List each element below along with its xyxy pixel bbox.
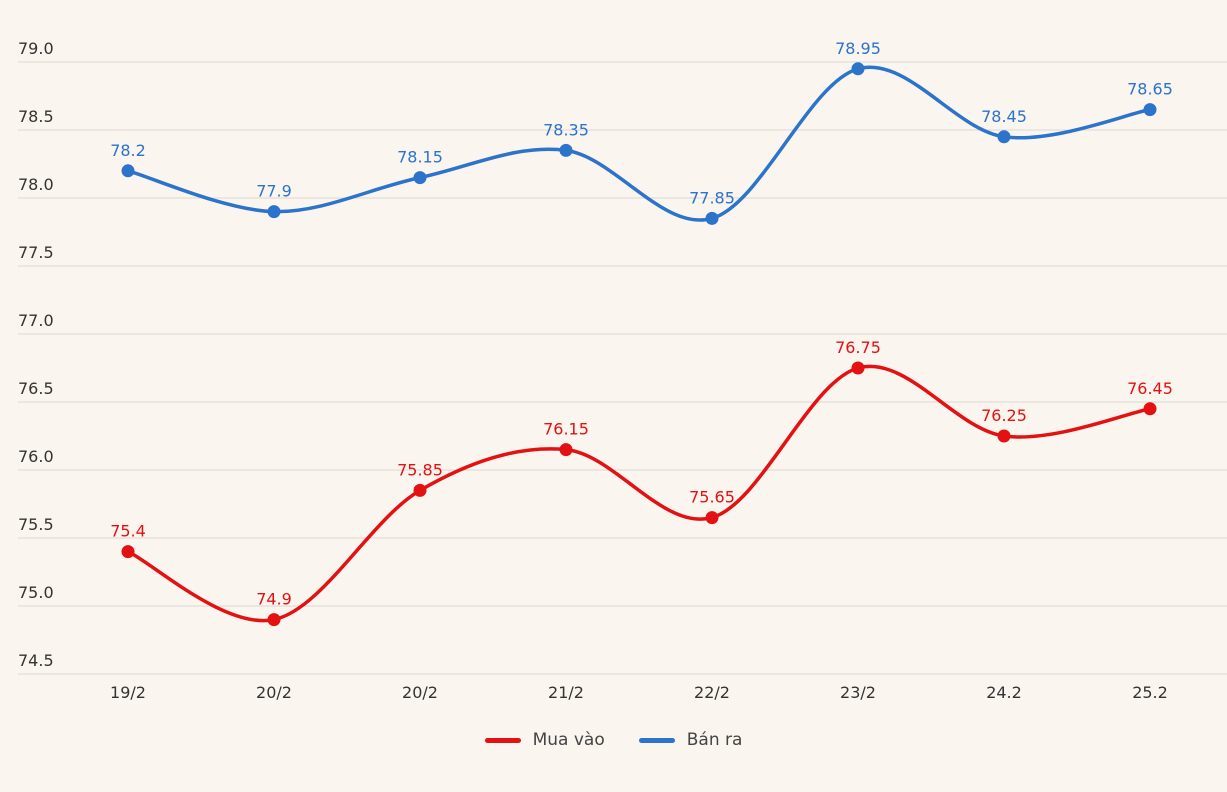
x-axis-label: 22/2 [694, 683, 730, 702]
data-point-label-b-n-ra: 78.65 [1127, 80, 1173, 99]
data-point-mua-v-o [121, 545, 135, 559]
legend-swatch-ban-ra [638, 737, 675, 743]
data-point-b-n-ra [121, 164, 135, 178]
y-axis-tick-label: 78.5 [18, 107, 54, 126]
data-point-mua-v-o [559, 443, 573, 457]
data-point-label-mua-v-o: 76.45 [1127, 379, 1173, 398]
y-axis-tick-label: 78.0 [18, 175, 54, 194]
legend-item-mua-vao[interactable]: Mua vào [484, 730, 605, 750]
data-point-label-b-n-ra: 78.15 [397, 148, 443, 167]
data-point-label-b-n-ra: 78.35 [543, 120, 589, 139]
x-axis-label: 19/2 [110, 683, 146, 702]
legend-item-ban-ra[interactable]: Bán ra [638, 730, 743, 750]
x-axis-label: 20/2 [402, 683, 438, 702]
series-line-b-n-ra [126, 65, 1152, 222]
data-point-mua-v-o [997, 429, 1011, 443]
data-point-b-n-ra [559, 143, 573, 157]
y-axis-tick-label: 75.0 [18, 583, 54, 602]
x-axis-label: 21/2 [548, 683, 584, 702]
data-point-mua-v-o [705, 511, 719, 525]
data-point-label-mua-v-o: 76.25 [981, 406, 1027, 425]
data-point-label-b-n-ra: 78.45 [981, 107, 1027, 126]
x-axis-label: 24.2 [986, 683, 1022, 702]
legend-swatch-mua-vao [484, 737, 521, 743]
legend-label-ban-ra: Bán ra [686, 730, 743, 750]
data-point-label-b-n-ra: 77.85 [689, 188, 735, 207]
y-axis-tick-label: 76.0 [18, 447, 54, 466]
data-point-label-mua-v-o: 75.65 [689, 488, 735, 507]
data-point-label-b-n-ra: 78.95 [835, 39, 881, 58]
data-point-label-mua-v-o: 76.75 [835, 338, 881, 357]
data-point-label-b-n-ra: 78.2 [110, 141, 146, 160]
data-point-mua-v-o [267, 613, 281, 627]
data-point-mua-v-o [413, 483, 427, 497]
data-point-b-n-ra [705, 211, 719, 225]
data-point-label-mua-v-o: 75.85 [397, 460, 443, 479]
legend-label-mua-vao: Mua vào [532, 730, 605, 750]
data-point-label-mua-v-o: 74.9 [256, 590, 292, 609]
data-point-b-n-ra [851, 62, 865, 76]
chart-legend: Mua vào Bán ra [0, 730, 1227, 750]
x-axis-label: 20/2 [256, 683, 292, 702]
y-axis-tick-label: 77.0 [18, 311, 54, 330]
series-line-mua-v-o [126, 364, 1152, 623]
data-point-mua-v-o [851, 361, 865, 375]
data-point-b-n-ra [997, 130, 1011, 144]
data-point-label-mua-v-o: 75.4 [110, 522, 146, 541]
y-axis-tick-label: 77.5 [18, 243, 54, 262]
data-point-b-n-ra [413, 171, 427, 185]
data-point-b-n-ra [1143, 103, 1157, 117]
y-axis-tick-label: 79.0 [18, 39, 54, 58]
data-point-label-b-n-ra: 77.9 [256, 182, 292, 201]
x-axis-label: 23/2 [840, 683, 876, 702]
data-point-b-n-ra [267, 205, 281, 219]
data-point-mua-v-o [1143, 402, 1157, 416]
data-point-label-mua-v-o: 76.15 [543, 420, 589, 439]
y-axis-tick-label: 76.5 [18, 379, 54, 398]
y-axis-tick-label: 74.5 [18, 651, 54, 670]
y-axis-tick-label: 75.5 [18, 515, 54, 534]
x-axis-label: 25.2 [1132, 683, 1168, 702]
